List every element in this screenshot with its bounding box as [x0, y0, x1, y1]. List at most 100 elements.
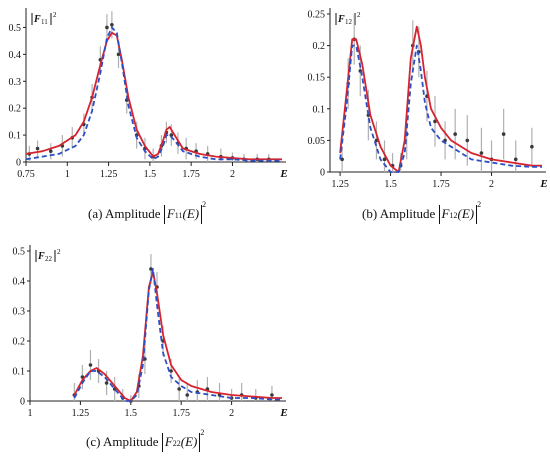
x-tick-label: 1 [65, 169, 70, 180]
x-axis-label: E [279, 407, 287, 419]
data-point [104, 381, 109, 385]
x-tick-label: 2 [489, 179, 494, 190]
y-axis-label-func: F [337, 14, 345, 25]
y-tick-label: 0.2 [13, 337, 26, 348]
caption-a-sub: 11 [174, 211, 183, 220]
data-point [270, 393, 274, 397]
caption-b-arg: (E) [457, 206, 475, 221]
caption-c-amplitude: F22(E) [161, 433, 201, 452]
y-axis-label-sup: 2 [357, 11, 361, 19]
y-tick-label: 0.05 [308, 136, 326, 147]
data-point [513, 157, 518, 162]
caption-b-amplitude: F12(E) [438, 205, 478, 224]
caption-a: (a) Amplitude F11(E)2 [88, 200, 206, 224]
y-axis-label-sub: 12 [345, 18, 353, 26]
x-tick-label: 1.5 [125, 408, 138, 419]
x-axis-label: E [279, 168, 287, 180]
y-tick-label: 0.2 [313, 41, 326, 52]
caption-c: (c) Amplitude F22(E)2 [86, 428, 204, 452]
y-tick-label: 0.3 [9, 77, 22, 88]
x-tick-label: 1.75 [182, 169, 200, 180]
data-point [149, 267, 153, 271]
y-tick-label: 0.1 [9, 131, 22, 142]
data-point [453, 132, 457, 136]
y-tick-label: 0 [20, 397, 25, 408]
chart-b: 1.25 1.5 1.75 2 E 0 0.05 0.1 0.15 0.2 0.25 F 12 2 [308, 8, 548, 190]
series-line-blue-dashed [25, 26, 282, 162]
y-tick-label: 0.1 [13, 367, 26, 378]
data-point [48, 149, 53, 154]
x-tick-label: 1.5 [384, 179, 397, 190]
y-tick-label: 0.5 [9, 23, 22, 34]
data-point [169, 369, 173, 373]
y-tick-label: 0.2 [9, 104, 22, 115]
caption-c-sup: 2 [200, 428, 205, 437]
x-tick-label: 0.75 [17, 169, 35, 180]
data-point [530, 144, 534, 149]
x-tick-label: 1.75 [432, 179, 450, 190]
data-point [88, 363, 93, 367]
series-line-blue-dashed [73, 268, 282, 402]
data-point [465, 138, 470, 143]
chart-c: 1 1.25 1.5 1.75 2 E00.10.20.30.40.5 F 222 [13, 245, 288, 419]
y-tick-label: 0.15 [308, 73, 326, 84]
data-point [35, 146, 40, 151]
caption-c-sub: 22 [172, 439, 181, 448]
series-line-red [25, 31, 282, 161]
caption-a-prefix: (a) Amplitude [88, 206, 161, 221]
data-point [501, 132, 506, 136]
y-axis-label-sup: 2 [57, 248, 61, 256]
y-tick-label: 0.5 [13, 247, 26, 258]
x-tick-label: 1 [28, 408, 33, 419]
y-axis-label-func: F [37, 251, 45, 262]
y-tick-label: 0.4 [13, 277, 26, 288]
data-point [169, 133, 174, 137]
caption-b: (b) Amplitude F12(E)2 [362, 200, 481, 224]
caption-a-func: F [166, 206, 175, 221]
caption-a-arg: (E) [182, 206, 200, 221]
y-axis-label-sub: 22 [45, 255, 53, 263]
x-tick-label: 1.25 [331, 179, 349, 190]
y-tick-label: 0 [16, 158, 21, 169]
data-point [479, 151, 484, 155]
series-line-red [339, 25, 542, 173]
x-tick-label: 2 [230, 169, 235, 180]
x-tick-label: 1.75 [172, 408, 190, 419]
y-tick-label: 0 [320, 168, 325, 179]
chart-panel-c: 1 1.25 1.5 1.75 2 E 0 0.1 0.2 0.3 0.4 0.5 F 22 2 [0, 235, 290, 430]
data-point [177, 387, 181, 391]
y-tick-label: 0.4 [9, 50, 22, 61]
y-tick-label: 0.25 [308, 10, 326, 21]
data-point [443, 138, 447, 143]
y-axis-label-sub: 11 [41, 18, 48, 26]
data-point [340, 157, 344, 162]
caption-b-sup: 2 [477, 200, 482, 209]
y-axis-label-func: F [33, 14, 41, 25]
data-point [382, 157, 387, 162]
caption-b-func: F [441, 206, 450, 221]
chart-panel-b: 1.25 1.5 1.75 2 E 0 0.05 0.1 0.15 0.2 0.25 F 12 2 [290, 0, 550, 200]
data-point [116, 52, 121, 57]
data-point [105, 25, 109, 30]
y-tick-label: 0.3 [13, 307, 26, 318]
data-point [110, 22, 114, 27]
data-point [433, 119, 437, 124]
data-point [185, 393, 190, 397]
chart-a: 0.75 1 1.25 1.5 1.75 2 E 0 0.1 0.2 0.3 0.4 0.5 F 11 2 [9, 8, 288, 180]
chart-panel-a: 0.75 1 1.25 1.5 1.75 2 E 0 0.1 0.2 0.3 0.4 0.5 F 11 2 [0, 0, 290, 200]
caption-c-prefix: (c) Amplitude [86, 434, 159, 449]
series-line-blue-dashed [339, 44, 542, 173]
x-tick-label: 1.25 [72, 408, 90, 419]
caption-c-arg: (E) [180, 434, 198, 449]
caption-b-sub: 12 [449, 211, 458, 220]
y-tick-label: 0.1 [313, 104, 326, 115]
caption-c-func: F [164, 434, 173, 449]
caption-b-prefix: (b) Amplitude [362, 206, 436, 221]
x-tick-label: 1.25 [100, 169, 118, 180]
caption-a-amplitude: F11(E) [163, 205, 203, 224]
x-tick-label: 1.5 [144, 169, 157, 180]
x-tick-label: 2 [229, 408, 234, 419]
y-axis-label-sup: 2 [53, 11, 57, 19]
x-axis-label: E [539, 178, 547, 190]
caption-a-sup: 2 [202, 200, 207, 209]
